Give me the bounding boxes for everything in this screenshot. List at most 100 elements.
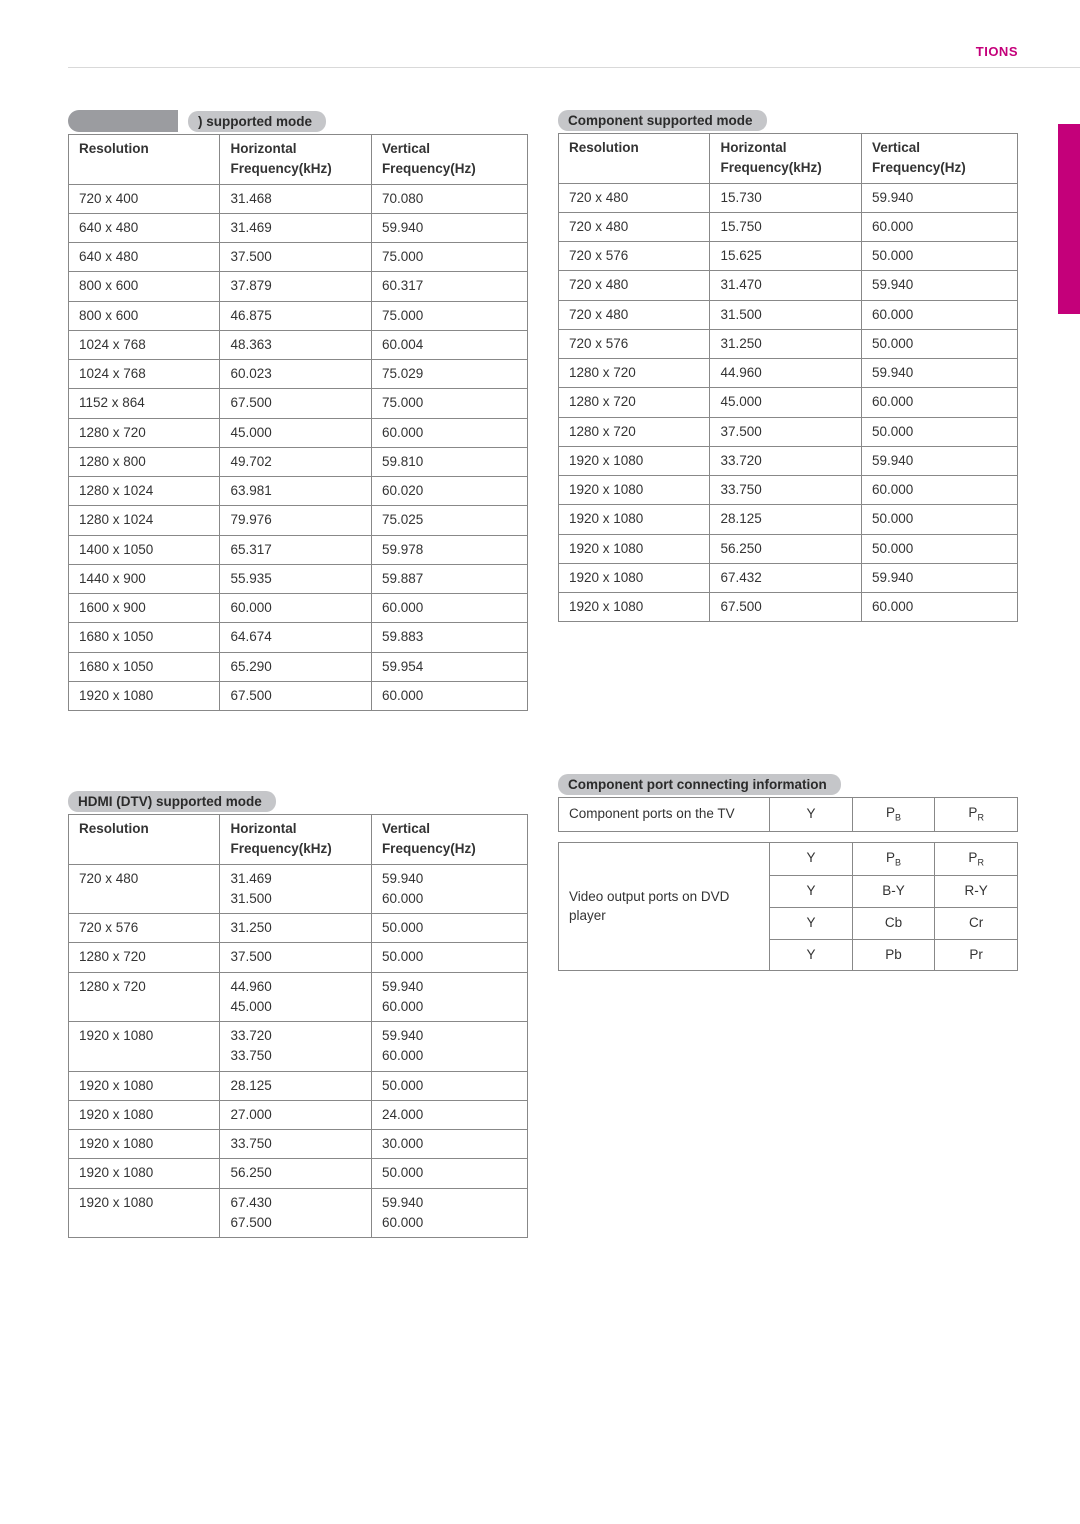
table-row: 1024 x 76848.36360.004: [69, 330, 528, 359]
table-cell: 720 x 480: [559, 300, 710, 329]
table-cell: 65.290: [220, 652, 371, 681]
col-resolution: Resolution: [559, 134, 710, 184]
table-row: 1920 x 108033.75030.000: [69, 1130, 528, 1159]
port-tv-col-y: Y: [770, 798, 853, 831]
table-cell: 60.000: [861, 593, 1017, 622]
table-cell: 75.000: [371, 389, 527, 418]
table-cell: 59.940: [861, 183, 1017, 212]
table-cell: 49.702: [220, 447, 371, 476]
table-cell: 1920 x 1080: [559, 476, 710, 505]
table-cell: 640 x 480: [69, 213, 220, 242]
table-row: 720 x 48015.73059.940: [559, 183, 1018, 212]
table-cell: 55.935: [220, 564, 371, 593]
table-cell: 1280 x 720: [559, 417, 710, 446]
col-hfreq: Horizontal Frequency(kHz): [220, 815, 371, 865]
table-cell: 800 x 600: [69, 272, 220, 301]
table-row: 1920 x 108033.75060.000: [559, 476, 1018, 505]
table-row: 1920 x 108028.12550.000: [69, 1071, 528, 1100]
table-cell: 1280 x 1024: [69, 506, 220, 535]
table-cell: 50.000: [861, 242, 1017, 271]
table-row: 1920 x 108067.50060.000: [559, 593, 1018, 622]
table-cell: 720 x 480: [69, 864, 220, 914]
table-row: 720 x 40031.46870.080: [69, 184, 528, 213]
table-row: 1152 x 86467.50075.000: [69, 389, 528, 418]
table-cell: 67.500: [710, 593, 861, 622]
table-cell: 1440 x 900: [69, 564, 220, 593]
table-cell: 60.000: [861, 212, 1017, 241]
table-cell: 1920 x 1080: [559, 563, 710, 592]
table-cell: 59.887: [371, 564, 527, 593]
table-cell: 59.940: [861, 359, 1017, 388]
table-row: 1920 x 108067.43067.50059.94060.000: [69, 1188, 528, 1238]
table-header-row: Resolution Horizontal Frequency(kHz) Ver…: [559, 134, 1018, 184]
table-row: 720 x 48031.46931.50059.94060.000: [69, 864, 528, 914]
table-cell: 60.020: [371, 477, 527, 506]
table-cell: 60.004: [371, 330, 527, 359]
table-cell: 31.46931.500: [220, 864, 371, 914]
table-cell: 31.468: [220, 184, 371, 213]
port-dvd-cell: Y: [770, 875, 853, 907]
hdmi-mode-table: Resolution Horizontal Frequency(kHz) Ver…: [68, 814, 528, 1238]
port-dvd-cell: Y: [770, 907, 853, 939]
table-row: 1280 x 72045.00060.000: [559, 388, 1018, 417]
table-cell: 59.94060.000: [371, 1022, 527, 1072]
page: TIONS ) supported mode Resolution Horizo…: [0, 0, 1080, 1524]
table-cell: 24.000: [371, 1100, 527, 1129]
table-cell: 720 x 400: [69, 184, 220, 213]
table-cell: 60.000: [861, 476, 1017, 505]
port-dvd-cell: PR: [935, 842, 1018, 875]
component-mode-table: Resolution Horizontal Frequency(kHz) Ver…: [558, 133, 1018, 622]
table-row: 1400 x 105065.31759.978: [69, 535, 528, 564]
left-column: ) supported mode Resolution Horizontal F…: [68, 110, 528, 1288]
table-cell: 1920 x 1080: [559, 505, 710, 534]
table-cell: 1024 x 768: [69, 330, 220, 359]
table-cell: 800 x 600: [69, 301, 220, 330]
col-vfreq: Vertical Frequency(Hz): [371, 815, 527, 865]
table-cell: 33.72033.750: [220, 1022, 371, 1072]
content-columns: ) supported mode Resolution Horizontal F…: [68, 110, 1018, 1288]
port-info-section: Component port connecting information Co…: [558, 774, 1018, 971]
table-cell: 50.000: [371, 943, 527, 972]
table-cell: 50.000: [371, 1159, 527, 1188]
table-cell: 37.500: [710, 417, 861, 446]
table-cell: 59.978: [371, 535, 527, 564]
port-dvd-cell: PB: [852, 842, 935, 875]
port-dvd-cell: Y: [770, 939, 853, 971]
port-dvd-cell: Pb: [852, 939, 935, 971]
header-rule: [68, 67, 1080, 68]
table-cell: 1920 x 1080: [559, 593, 710, 622]
table-row: 1280 x 72045.00060.000: [69, 418, 528, 447]
table-cell: 1280 x 720: [559, 359, 710, 388]
port-tv-col-pb: PB: [852, 798, 935, 831]
table-cell: 46.875: [220, 301, 371, 330]
port-info-title-row: Component port connecting information: [558, 774, 1018, 795]
table-cell: 50.000: [861, 329, 1017, 358]
table-header-row: Resolution Horizontal Frequency(kHz) Ver…: [69, 815, 528, 865]
table-cell: 60.317: [371, 272, 527, 301]
port-dvd-cell: Y: [770, 842, 853, 875]
component-mode-section: Component supported mode Resolution Hori…: [558, 110, 1018, 622]
hdmi-mode-tbody: 720 x 48031.46931.50059.94060.000720 x 5…: [69, 864, 528, 1238]
table-cell: 33.750: [220, 1130, 371, 1159]
table-row: 1920 x 108067.50060.000: [69, 681, 528, 710]
table-cell: 15.625: [710, 242, 861, 271]
col-hfreq: Horizontal Frequency(kHz): [710, 134, 861, 184]
table-row: 720 x 48031.47059.940: [559, 271, 1018, 300]
port-tv-table: Component ports on the TV Y PB PR: [558, 797, 1018, 831]
port-tv-col-pr: PR: [935, 798, 1018, 831]
table-row: 1280 x 72037.50050.000: [559, 417, 1018, 446]
table-row: 720 x 48015.75060.000: [559, 212, 1018, 241]
table-cell: 720 x 576: [559, 242, 710, 271]
table-cell: 31.500: [710, 300, 861, 329]
port-dvd-cell: Pr: [935, 939, 1018, 971]
table-cell: 1024 x 768: [69, 360, 220, 389]
table-cell: 37.500: [220, 943, 371, 972]
table-row: 720 x 57631.25050.000: [559, 329, 1018, 358]
port-tv-row: Component ports on the TV Y PB PR: [559, 798, 1018, 831]
table-cell: 720 x 576: [69, 914, 220, 943]
table-cell: 60.023: [220, 360, 371, 389]
table-cell: 59.94060.000: [371, 1188, 527, 1238]
table-cell: 50.000: [371, 1071, 527, 1100]
port-info-title: Component port connecting information: [558, 774, 841, 795]
table-cell: 37.879: [220, 272, 371, 301]
